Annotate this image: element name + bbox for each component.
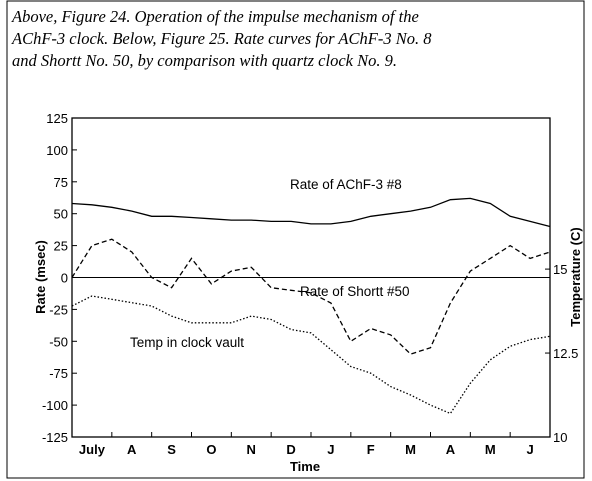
x-tick-label: S xyxy=(167,442,176,457)
y-tick-label: 75 xyxy=(54,175,68,190)
y-tick-label: 25 xyxy=(54,239,68,254)
series-line xyxy=(71,238,551,355)
x-tick-label: M xyxy=(405,442,416,457)
y-tick-label: -125 xyxy=(42,430,68,445)
y2-tick-label: 15 xyxy=(553,262,567,277)
x-axis-label: Time xyxy=(290,459,320,474)
y-tick-label: 100 xyxy=(46,143,68,158)
x-tick-label: N xyxy=(247,442,256,457)
series-label: Temp in clock vault xyxy=(130,335,244,350)
x-tick-label: J xyxy=(526,442,533,457)
y-axis-label: Rate (msec) xyxy=(33,240,48,314)
y2-axis-label: Temperature (C) xyxy=(568,227,583,326)
y-tick-label: 50 xyxy=(54,207,68,222)
caption-line: and Shortt No. 50, by comparison with qu… xyxy=(12,51,397,70)
y-tick-label: 0 xyxy=(61,271,68,286)
x-tick-label: D xyxy=(286,442,295,457)
series-label: Rate of AChF-3 #8 xyxy=(290,177,402,192)
x-tick-label: A xyxy=(127,442,137,457)
y-tick-label: -50 xyxy=(49,334,68,349)
y2-tick-label: 12.5 xyxy=(553,346,578,361)
caption-line: Above, Figure 24. Operation of the impul… xyxy=(11,7,419,26)
x-tick-label: M xyxy=(485,442,496,457)
x-tick-label: O xyxy=(206,442,216,457)
y-tick-label: 125 xyxy=(46,111,68,126)
series-line xyxy=(71,197,551,228)
y-tick-label: -75 xyxy=(49,366,68,381)
x-tick-label: July xyxy=(79,442,106,457)
x-tick-label: A xyxy=(446,442,456,457)
series-line xyxy=(71,295,551,415)
caption-line: AChF-3 clock. Below, Figure 25. Rate cur… xyxy=(11,29,432,48)
y2-tick-label: 10 xyxy=(553,430,567,445)
x-tick-label: F xyxy=(367,442,375,457)
frame xyxy=(6,0,585,479)
y-tick-label: -100 xyxy=(42,398,68,413)
series-label: Rate of Shortt #50 xyxy=(300,284,410,299)
y-tick-label: -25 xyxy=(49,302,68,317)
x-tick-label: J xyxy=(327,442,334,457)
